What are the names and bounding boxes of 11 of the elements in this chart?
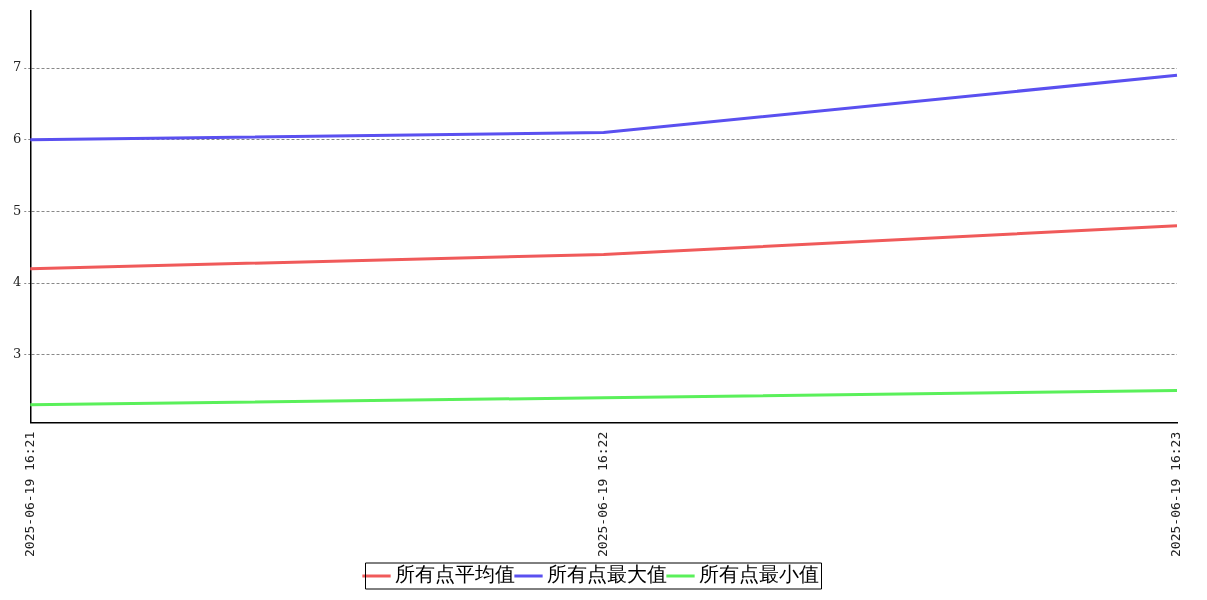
x-tick-label: 2025-06-19 16:23 xyxy=(1168,431,1184,558)
legend-label: 所有点最小值 xyxy=(698,562,819,587)
y-tick-label: 5 xyxy=(12,202,22,218)
y-tick-label: 6 xyxy=(12,131,22,147)
legend-label: 所有点最大值 xyxy=(546,562,667,587)
legend-label: 所有点平均值 xyxy=(394,562,515,587)
x-tick-label: 2025-06-19 16:22 xyxy=(595,431,611,558)
y-tick-label: 4 xyxy=(12,274,22,290)
y-tick-label: 7 xyxy=(12,59,22,75)
x-tick-label: 2025-06-19 16:21 xyxy=(21,431,37,558)
y-tick-label: 3 xyxy=(12,346,22,362)
